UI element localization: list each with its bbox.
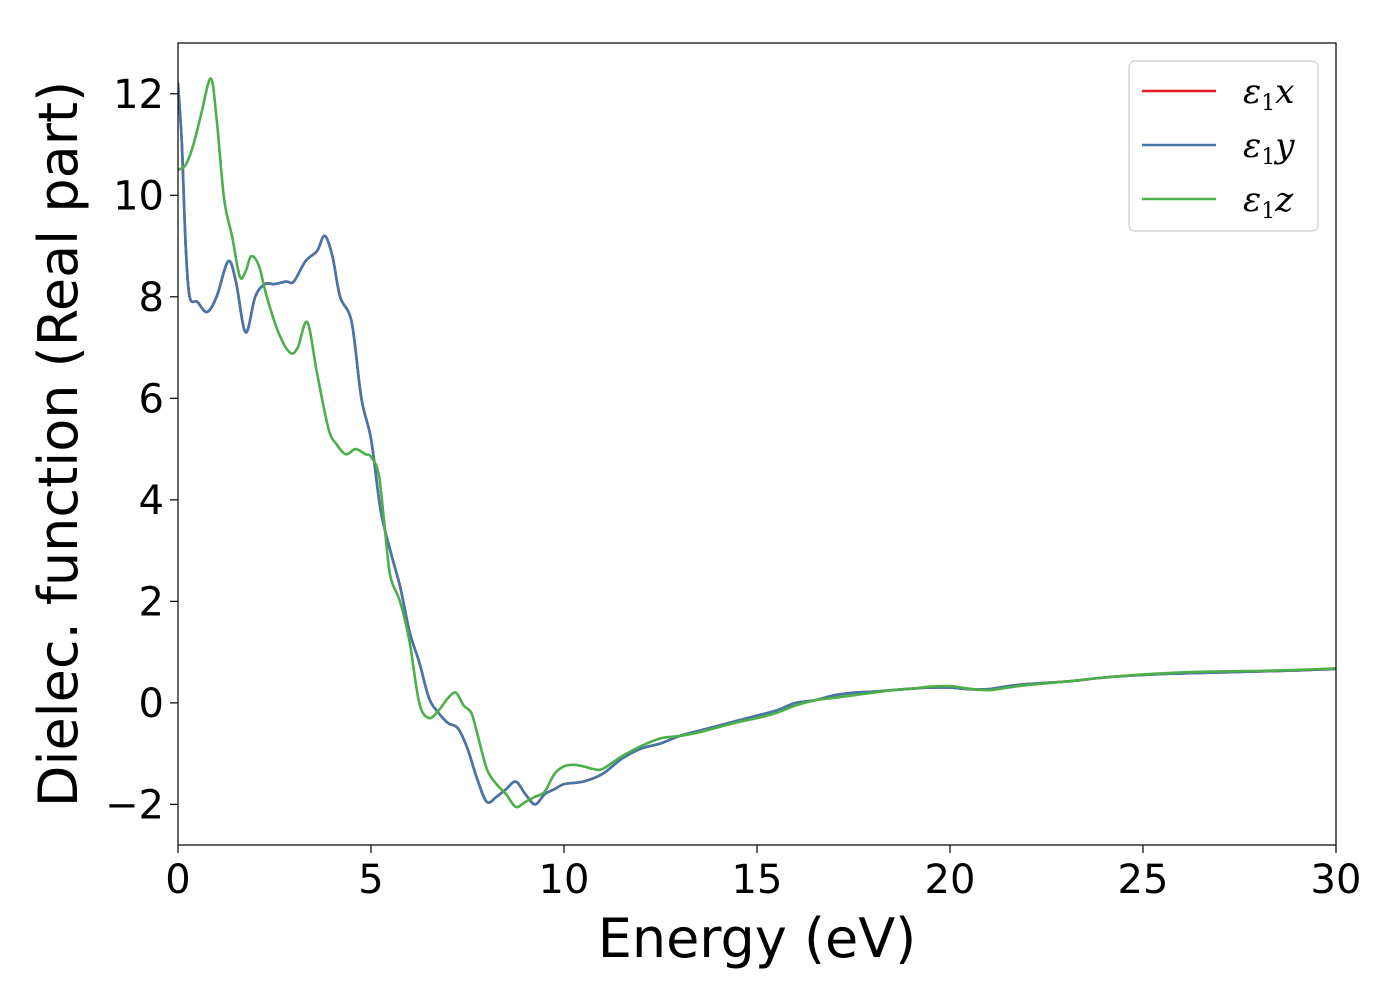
x-tick-label: 30 bbox=[1311, 857, 1362, 903]
y-axis-label: Dielec. function (Real part) bbox=[27, 81, 90, 807]
series-layer bbox=[178, 77, 1336, 809]
y-tick-label: 12 bbox=[113, 72, 164, 118]
x-tick-label: 20 bbox=[925, 857, 976, 903]
x-axis-label: Energy (eV) bbox=[598, 907, 917, 970]
x-axis-ticks: 0 5 10 15 20 25 30 bbox=[165, 845, 1361, 903]
legend-box bbox=[1128, 60, 1319, 232]
y-tick-label: −2 bbox=[105, 782, 164, 828]
legend: ε1x ε1y ε1z bbox=[1128, 60, 1319, 232]
series-line-eps1-y bbox=[178, 82, 1336, 806]
legend-label-eps1-x: ε1x bbox=[1243, 72, 1294, 116]
y-tick-label: 8 bbox=[139, 275, 164, 321]
x-tick-label: 0 bbox=[165, 857, 190, 903]
y-tick-label: 10 bbox=[113, 173, 164, 219]
x-tick-label: 25 bbox=[1118, 857, 1169, 903]
y-tick-label: 6 bbox=[139, 376, 164, 422]
x-tick-label: 15 bbox=[732, 857, 783, 903]
legend-label-eps1-y: ε1y bbox=[1243, 126, 1295, 170]
x-tick-label: 10 bbox=[539, 857, 590, 903]
y-tick-label: 0 bbox=[139, 681, 164, 727]
y-tick-label: 2 bbox=[139, 579, 164, 625]
legend-label-eps1-z: ε1z bbox=[1243, 180, 1294, 224]
series-line-eps1-z bbox=[178, 77, 1336, 809]
x-tick-label: 5 bbox=[358, 857, 383, 903]
y-axis-ticks: −2 0 2 4 6 8 10 12 bbox=[105, 72, 178, 828]
y-tick-label: 4 bbox=[139, 478, 164, 524]
